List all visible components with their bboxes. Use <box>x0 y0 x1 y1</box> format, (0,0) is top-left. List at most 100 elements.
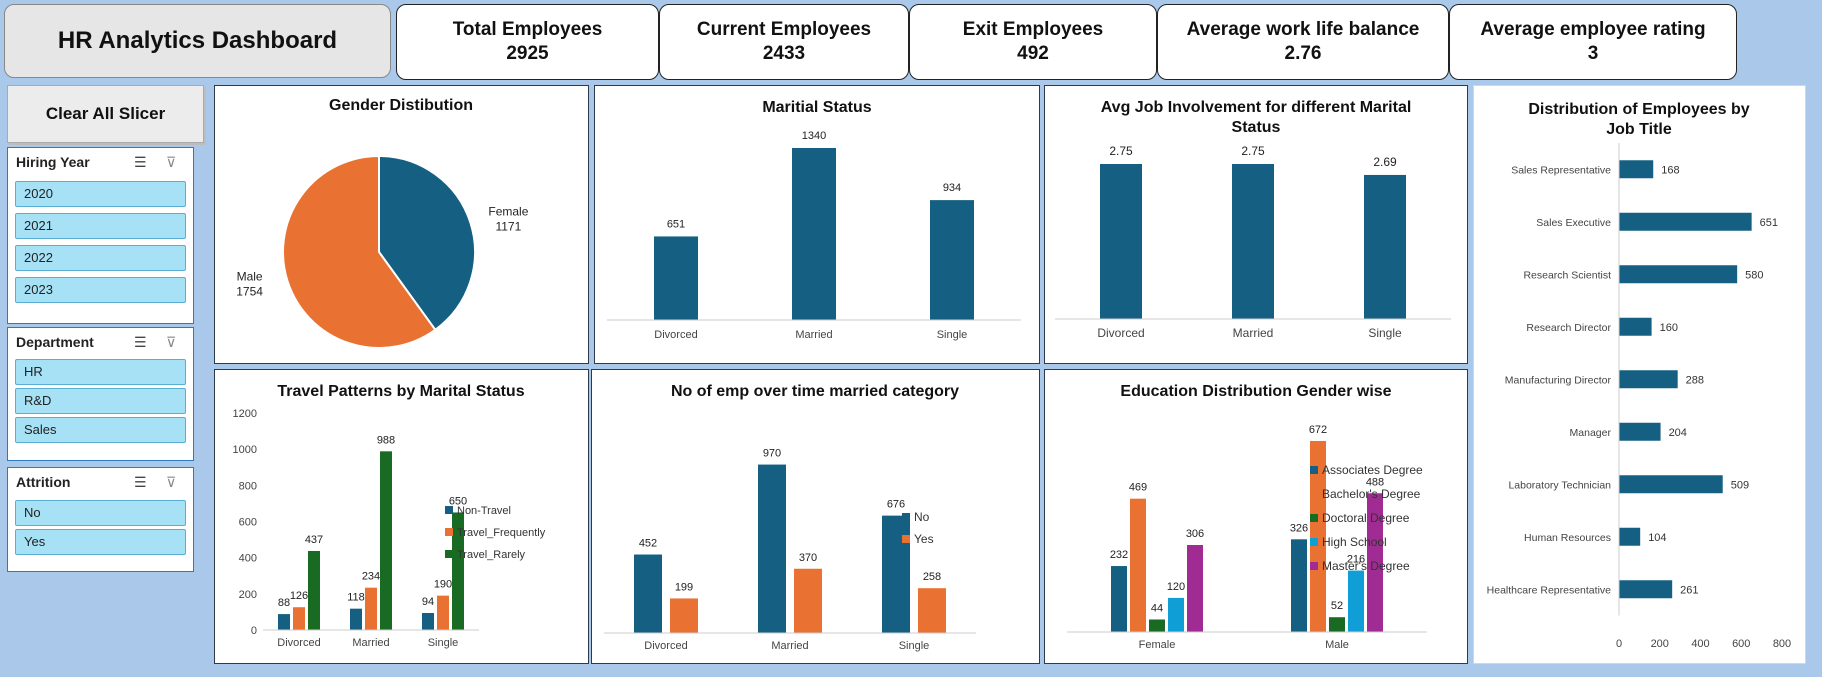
data-label: 580 <box>1745 269 1763 281</box>
multi-select-icon[interactable]: ☰ <box>134 474 147 490</box>
clear-filter-icon[interactable]: ⊽ <box>166 334 177 350</box>
legend-label: Doctoral Degree <box>1322 511 1410 525</box>
legend-label: No <box>914 510 930 524</box>
data-label: 261 <box>1680 584 1698 596</box>
data-label: 44 <box>1151 602 1163 614</box>
clear-filter-icon[interactable]: ⊽ <box>166 474 177 490</box>
kpi-avg-work-life-balance[interactable]: Average work life balance 2.76 <box>1157 4 1449 80</box>
kpi-total-employees[interactable]: Total Employees 2925 <box>396 4 659 80</box>
bar-job-title <box>1619 317 1652 336</box>
kpi-label: Exit Employees <box>962 19 1104 40</box>
bar-single <box>452 512 464 630</box>
data-label: 160 <box>1660 322 1678 334</box>
chart-title: Status <box>1232 119 1281 136</box>
data-label: 258 <box>923 571 941 583</box>
legend-swatch <box>1310 490 1318 498</box>
kpi-value: 2925 <box>506 43 549 64</box>
slicer-attrition: Attrition ☰ ⊽ No Yes <box>7 467 194 572</box>
bar-single <box>930 200 974 320</box>
slicer-item-2020[interactable]: 2020 <box>15 181 186 207</box>
slicer-item-2023[interactable]: 2023 <box>15 277 186 303</box>
kpi-value: 2433 <box>762 43 806 64</box>
chart-gender-distribution[interactable]: Gender Distibution Female 1171 Male 1754 <box>214 85 589 364</box>
marital-status-svg: Maritial Status 651 Divorced 1340 Married 934… <box>607 99 1021 341</box>
chart-title: No of emp over time married category <box>671 383 959 400</box>
bar-divorced <box>293 607 305 630</box>
data-label: 204 <box>1669 427 1687 439</box>
chart-marital-status[interactable]: Maritial Status 651 Divorced 1340 Married 934… <box>594 85 1040 364</box>
slicer-item-2022[interactable]: 2022 <box>15 245 186 271</box>
bar-single <box>422 613 434 630</box>
multi-select-icon[interactable]: ☰ <box>134 154 147 170</box>
bar-job-title <box>1619 475 1723 494</box>
x-tick-label: Single <box>428 637 459 649</box>
data-label: 88 <box>278 597 290 609</box>
y-tick-label: 200 <box>239 589 257 601</box>
data-label: 120 <box>1167 581 1185 593</box>
legend-swatch <box>445 550 453 558</box>
x-tick-label: Female <box>1139 639 1176 651</box>
data-label: 126 <box>290 590 308 602</box>
legend-swatch <box>902 535 910 543</box>
y-tick-label: Sales Executive <box>1536 217 1611 229</box>
kpi-label: Average employee rating <box>1480 19 1706 40</box>
data-label: 651 <box>1760 217 1778 229</box>
data-label: 2.75 <box>1241 144 1265 158</box>
data-label: 306 <box>1186 528 1204 540</box>
slicer-item-rnd[interactable]: R&D <box>15 388 186 414</box>
kpi-current-employees[interactable]: Current Employees 2433 <box>659 4 909 80</box>
bar-female <box>1111 566 1127 632</box>
kpi-exit-employees[interactable]: Exit Employees 492 <box>909 4 1157 80</box>
bar-male <box>1348 570 1364 632</box>
clear-filter-icon[interactable]: ⊽ <box>166 154 177 170</box>
x-tick-label: Divorced <box>654 329 697 341</box>
data-label: 970 <box>763 448 781 460</box>
pie-label: Male <box>237 270 263 284</box>
clear-all-slicer-button[interactable]: Clear All Slicer <box>7 85 204 143</box>
job-title-svg: Distribution of Employees by Job Title Sal… <box>1487 101 1792 650</box>
chart-title: Avg Job Involvement for different Marita… <box>1101 99 1412 116</box>
y-tick-label: Research Scientist <box>1523 269 1611 281</box>
data-label: 1340 <box>802 130 826 142</box>
x-tick-label: Divorced <box>644 640 687 652</box>
data-label: 94 <box>422 596 434 608</box>
slicer-item-sales[interactable]: Sales <box>15 417 186 443</box>
kpi-avg-employee-rating[interactable]: Average employee rating 3 <box>1449 4 1737 80</box>
kpi-label: Current Employees <box>696 19 872 40</box>
bar-single <box>918 588 946 633</box>
chart-title: Distribution of Employees by <box>1528 101 1749 118</box>
dashboard-title: HR Analytics Dashboard <box>4 4 391 78</box>
bar-job-title <box>1619 212 1752 231</box>
x-tick-label: Single <box>937 329 968 341</box>
legend-label: Bachelor's Degree <box>1322 487 1421 501</box>
bar-married <box>792 148 836 320</box>
bar-divorced <box>654 236 698 320</box>
chart-travel-patterns[interactable]: Travel Patterns by Marital Status 88 126 43… <box>214 369 589 664</box>
legend-swatch <box>1310 562 1318 570</box>
chart-education-gender[interactable]: Education Distribution Gender wise 232 469… <box>1044 369 1468 664</box>
data-label: 118 <box>347 592 365 604</box>
slicer-item-yes[interactable]: Yes <box>15 529 186 555</box>
x-tick-label: Single <box>1368 326 1402 340</box>
y-tick-label: Research Director <box>1526 322 1611 334</box>
bar-married <box>365 587 377 630</box>
x-tick-label: 400 <box>1691 638 1709 650</box>
y-tick-label: Healthcare Representative <box>1487 584 1611 596</box>
legend-label: Non-Travel <box>457 505 511 517</box>
legend-label: Travel_Frequently <box>457 527 546 539</box>
data-label: 2.69 <box>1373 155 1397 169</box>
bar-divorced <box>278 614 290 630</box>
bar-divorced <box>670 598 698 633</box>
slicer-item-no[interactable]: No <box>15 500 186 526</box>
chart-avg-job-involvement[interactable]: Avg Job Involvement for different Marita… <box>1044 85 1468 364</box>
slicer-item-hr[interactable]: HR <box>15 359 186 385</box>
chart-emp-over-time[interactable]: No of emp over time married category 452 1… <box>591 369 1040 664</box>
chart-job-title-distribution[interactable]: Distribution of Employees by Job Title Sal… <box>1473 85 1806 664</box>
bar-job-title <box>1619 527 1641 546</box>
data-label: 488 <box>1366 476 1384 488</box>
chart-title: Maritial Status <box>762 99 871 116</box>
slicer-item-2021[interactable]: 2021 <box>15 213 186 239</box>
multi-select-icon[interactable]: ☰ <box>134 334 147 350</box>
